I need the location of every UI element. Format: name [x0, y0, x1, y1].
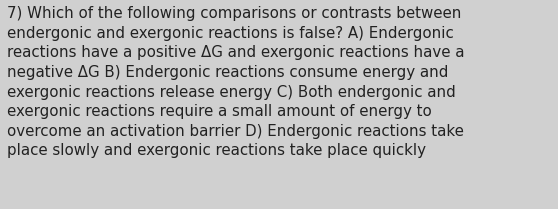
Text: 7) Which of the following comparisons or contrasts between
endergonic and exergo: 7) Which of the following comparisons or… — [7, 6, 465, 158]
